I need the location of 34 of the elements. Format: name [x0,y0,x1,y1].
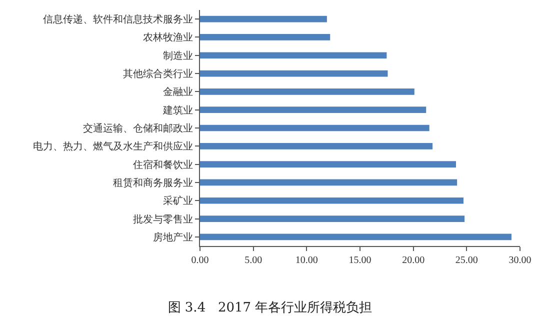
text: 图 3.4 2017 年各行业所得税负担 [168,300,372,316]
bar [200,234,512,240]
bar [200,161,456,168]
y-tick-label: 信息传递、软件和信息技术服务业 [43,14,193,26]
x-tick-label: 15.00 [348,255,372,266]
x-tick-label: 30.00 [508,255,532,266]
bar [200,179,458,186]
y-tick-label: 租赁和商务服务业 [113,176,193,189]
bar [200,106,426,114]
bar [200,70,388,77]
y-tick-label: 房地产业 [153,231,193,244]
bar [200,88,414,95]
x-tick-label: 10.00 [295,255,318,266]
bar [200,197,464,204]
bar [200,34,330,40]
x-tick-label: 0.00 [191,255,209,266]
bar [200,52,387,59]
y-tick-label: 采矿业 [163,195,193,208]
y-tick-label: 批发与零售业 [133,213,193,226]
bar [200,216,465,222]
y-tick-label: 农林牧渔业 [143,32,193,44]
bar [200,124,430,132]
x-tick-label: 20.00 [402,255,425,266]
y-tick-label: 金融业 [163,86,193,98]
y-tick-label: 交通运输、仓储和邮政业 [83,122,193,134]
bar [200,16,327,22]
y-tick-label: 制造业 [163,50,193,62]
y-tick-label: 住宿和餐饮业 [133,158,193,171]
y-tick-label: 电力、热力、燃气及水生产和供应业 [33,140,193,153]
bar [200,142,433,150]
y-tick-label: 其他综合类行业 [123,68,193,80]
x-tick-label: 25.00 [455,255,478,266]
x-tick-label: 5.00 [244,255,262,266]
y-tick-label: 建筑业 [162,104,193,116]
